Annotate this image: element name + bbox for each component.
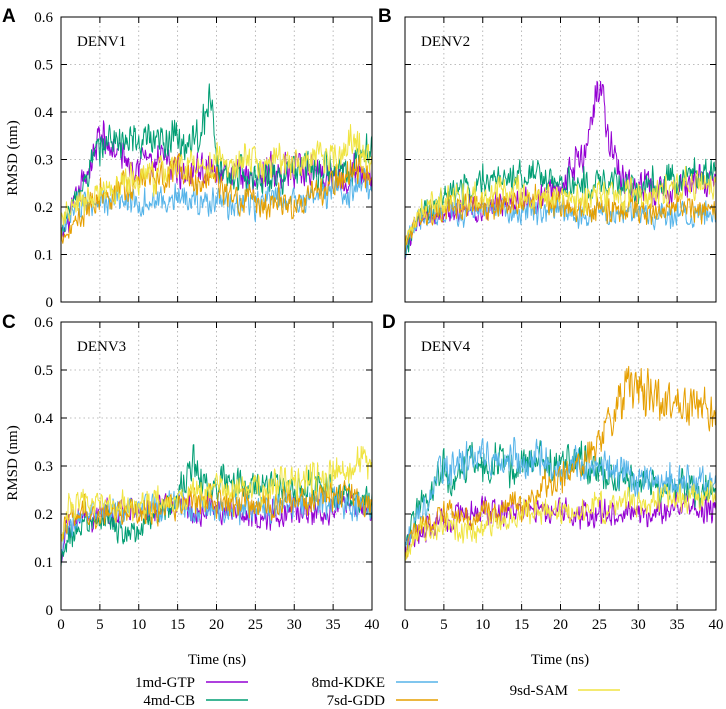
panel-d-x-tick-label: 5 bbox=[440, 617, 448, 633]
panel-c-x-tick-label: 20 bbox=[209, 617, 224, 633]
axis-titles: RMSD (nm) RMSD (nm) Time (ns) Time (ns) bbox=[5, 120, 589, 668]
panel-c-y-tick-label: 0.4 bbox=[34, 411, 53, 427]
panel-c-line-9sd-sam bbox=[61, 445, 372, 542]
panel-a-ticks bbox=[60, 16, 373, 303]
panel-a-title: DENV1 bbox=[77, 34, 126, 50]
x-axis-title-left: Time (ns) bbox=[188, 652, 246, 668]
panel-c: 0 0.1 0.2 0.3 0.4 0.5 0.6 0 5 10 15 20 25 30 35 40 DENV3… bbox=[2, 312, 380, 633]
panel-d-x-tick-label: 0 bbox=[401, 617, 409, 633]
panel-d-x-tick-label: 15 bbox=[514, 617, 529, 633]
panel-c-x-tick-label: 30 bbox=[287, 617, 302, 633]
panel-d-x-tick-label: 35 bbox=[670, 617, 685, 633]
panel-a-y-tick-label: 0 bbox=[46, 295, 54, 311]
panel-c-x-tick-label: 0 bbox=[57, 617, 65, 633]
panel-d-letter: D bbox=[382, 312, 396, 333]
panel-c-line-7sd-gdd bbox=[61, 480, 372, 543]
y-axis-title-bottom: RMSD (nm) bbox=[5, 425, 21, 500]
panel-c-series bbox=[61, 444, 372, 568]
x-axis-title-right: Time (ns) bbox=[531, 652, 589, 668]
panel-c-x-tick-label: 5 bbox=[96, 617, 104, 633]
panel-d-line-9sd-sam bbox=[405, 480, 716, 561]
panel-c-y-tick-label: 0 bbox=[46, 603, 54, 619]
panel-b-line-4md-cb bbox=[405, 157, 716, 257]
panel-a-y-tick-label: 0.3 bbox=[34, 153, 53, 169]
legend-label-1md-gtp: 1md-GTP bbox=[135, 675, 195, 691]
panel-a-y-tick-label: 0.1 bbox=[34, 248, 53, 264]
panel-d: 0 5 10 15 20 25 30 35 40 DENV4 D bbox=[382, 312, 724, 633]
panel-a-y-tick-label: 0.6 bbox=[34, 10, 53, 26]
panel-d-x-tick-label: 25 bbox=[592, 617, 607, 633]
panels: 0 0.1 0.2 0.3 0.4 0.5 0.6 DENV1 A DENV2 B 0 0.1 0.2 0.… bbox=[2, 6, 724, 633]
legend: 1md-GTP 4md-CB 8md-KDKE 7sd-GDD 9sd-SAM bbox=[135, 675, 620, 709]
panel-d-line-8md-kdke bbox=[405, 436, 716, 553]
panel-c-line-4md-cb bbox=[61, 444, 372, 568]
legend-label-8md-kdke: 8md-KDKE bbox=[312, 675, 385, 691]
panel-a-series bbox=[61, 83, 372, 244]
panel-c-y-tick-label: 0.6 bbox=[34, 315, 53, 331]
panel-c-x-tick-label: 15 bbox=[170, 617, 185, 633]
panel-c-x-tick-label: 25 bbox=[248, 617, 263, 633]
panel-a-y-tick-label: 0.2 bbox=[34, 200, 53, 216]
panel-c-y-tick-label: 0.5 bbox=[34, 363, 53, 379]
panel-c-y-tick-label: 0.1 bbox=[34, 555, 53, 571]
panel-d-x-tick-label: 30 bbox=[631, 617, 646, 633]
panel-a-y-tick-label: 0.5 bbox=[34, 58, 53, 74]
panel-a-line-7sd-gdd bbox=[61, 153, 372, 244]
panel-c-y-tick-label: 0.2 bbox=[34, 507, 53, 523]
legend-label-7sd-gdd: 7sd-GDD bbox=[327, 693, 385, 709]
panel-b-series bbox=[405, 80, 716, 261]
panel-a-y-tick-label: 0.4 bbox=[34, 105, 53, 121]
panel-a-letter: A bbox=[2, 6, 16, 27]
panel-d-ticks bbox=[404, 321, 717, 611]
panel-d-x-tick-label: 20 bbox=[553, 617, 568, 633]
panel-c-ticks bbox=[60, 321, 373, 611]
panel-c-letter: C bbox=[2, 312, 16, 333]
panel-d-series bbox=[405, 365, 716, 561]
legend-label-4md-cb: 4md-CB bbox=[143, 693, 195, 709]
panel-b-letter: B bbox=[378, 6, 392, 27]
panel-a: 0 0.1 0.2 0.3 0.4 0.5 0.6 DENV1 A bbox=[2, 6, 373, 311]
legend-label-9sd-sam: 9sd-SAM bbox=[510, 683, 568, 699]
panel-b: DENV2 B bbox=[378, 6, 717, 303]
y-axis-title-top: RMSD (nm) bbox=[5, 120, 21, 195]
panel-a-line-9sd-sam bbox=[61, 124, 372, 226]
panel-c-grid bbox=[61, 322, 372, 610]
panel-c-x-tick-label: 35 bbox=[326, 617, 341, 633]
panel-b-title: DENV2 bbox=[421, 34, 470, 50]
panel-c-title: DENV3 bbox=[77, 339, 126, 355]
panel-d-x-tick-label: 10 bbox=[475, 617, 490, 633]
panel-c-x-tick-label: 10 bbox=[131, 617, 146, 633]
panel-c-y-tick-label: 0.3 bbox=[34, 459, 53, 475]
panel-b-line-9sd-sam bbox=[405, 166, 716, 250]
panel-b-ticks bbox=[404, 16, 717, 303]
panel-c-x-tick-label: 40 bbox=[365, 617, 380, 633]
panel-d-title: DENV4 bbox=[421, 339, 471, 355]
panel-b-line-7sd-gdd bbox=[405, 183, 716, 255]
panel-d-x-tick-label: 40 bbox=[709, 617, 724, 633]
